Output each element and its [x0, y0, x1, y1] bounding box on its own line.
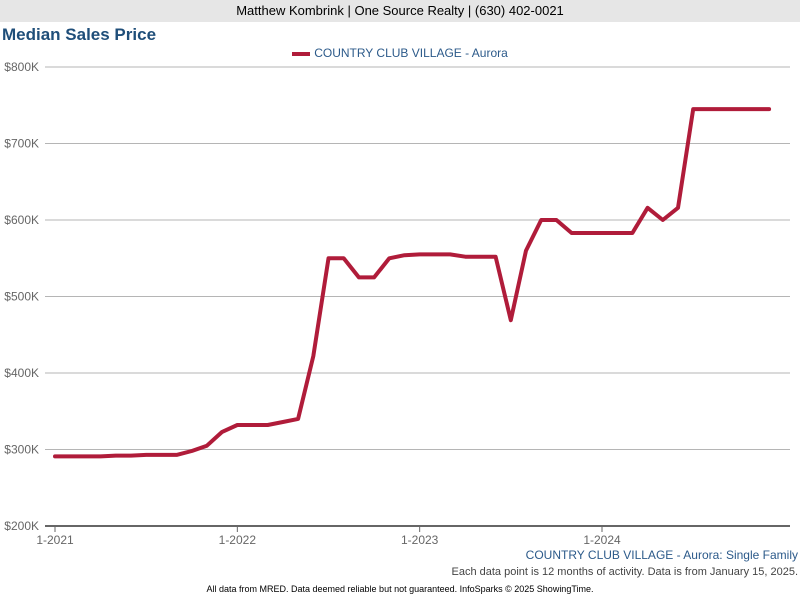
- header-bar: Matthew Kombrink | One Source Realty | (…: [0, 0, 800, 22]
- series-caption: COUNTRY CLUB VILLAGE - Aurora: Single Fa…: [525, 548, 798, 562]
- legend-label: COUNTRY CLUB VILLAGE - Aurora: [314, 46, 508, 60]
- chart-title: Median Sales Price: [2, 25, 157, 44]
- y-tick-label: $700K: [4, 137, 39, 151]
- x-tick-label: 1-2021: [36, 533, 74, 547]
- y-tick-label: $300K: [4, 443, 39, 457]
- y-tick-label: $800K: [4, 60, 39, 74]
- x-tick-label: 1-2024: [583, 533, 621, 547]
- series-line: [53, 107, 772, 459]
- x-tick-label: 1-2023: [401, 533, 439, 547]
- legend-swatch: [292, 51, 311, 56]
- x-tick-label: 1-2022: [219, 533, 257, 547]
- y-tick-label: $200K: [4, 519, 39, 533]
- y-tick-label: $600K: [4, 213, 39, 227]
- legend: COUNTRY CLUB VILLAGE - Aurora: [0, 46, 800, 60]
- data-note: Each data point is 12 months of activity…: [451, 566, 798, 578]
- y-tick-label: $400K: [4, 366, 39, 380]
- disclaimer: All data from MRED. Data deemed reliable…: [206, 584, 594, 594]
- y-tick-label: $500K: [4, 290, 39, 304]
